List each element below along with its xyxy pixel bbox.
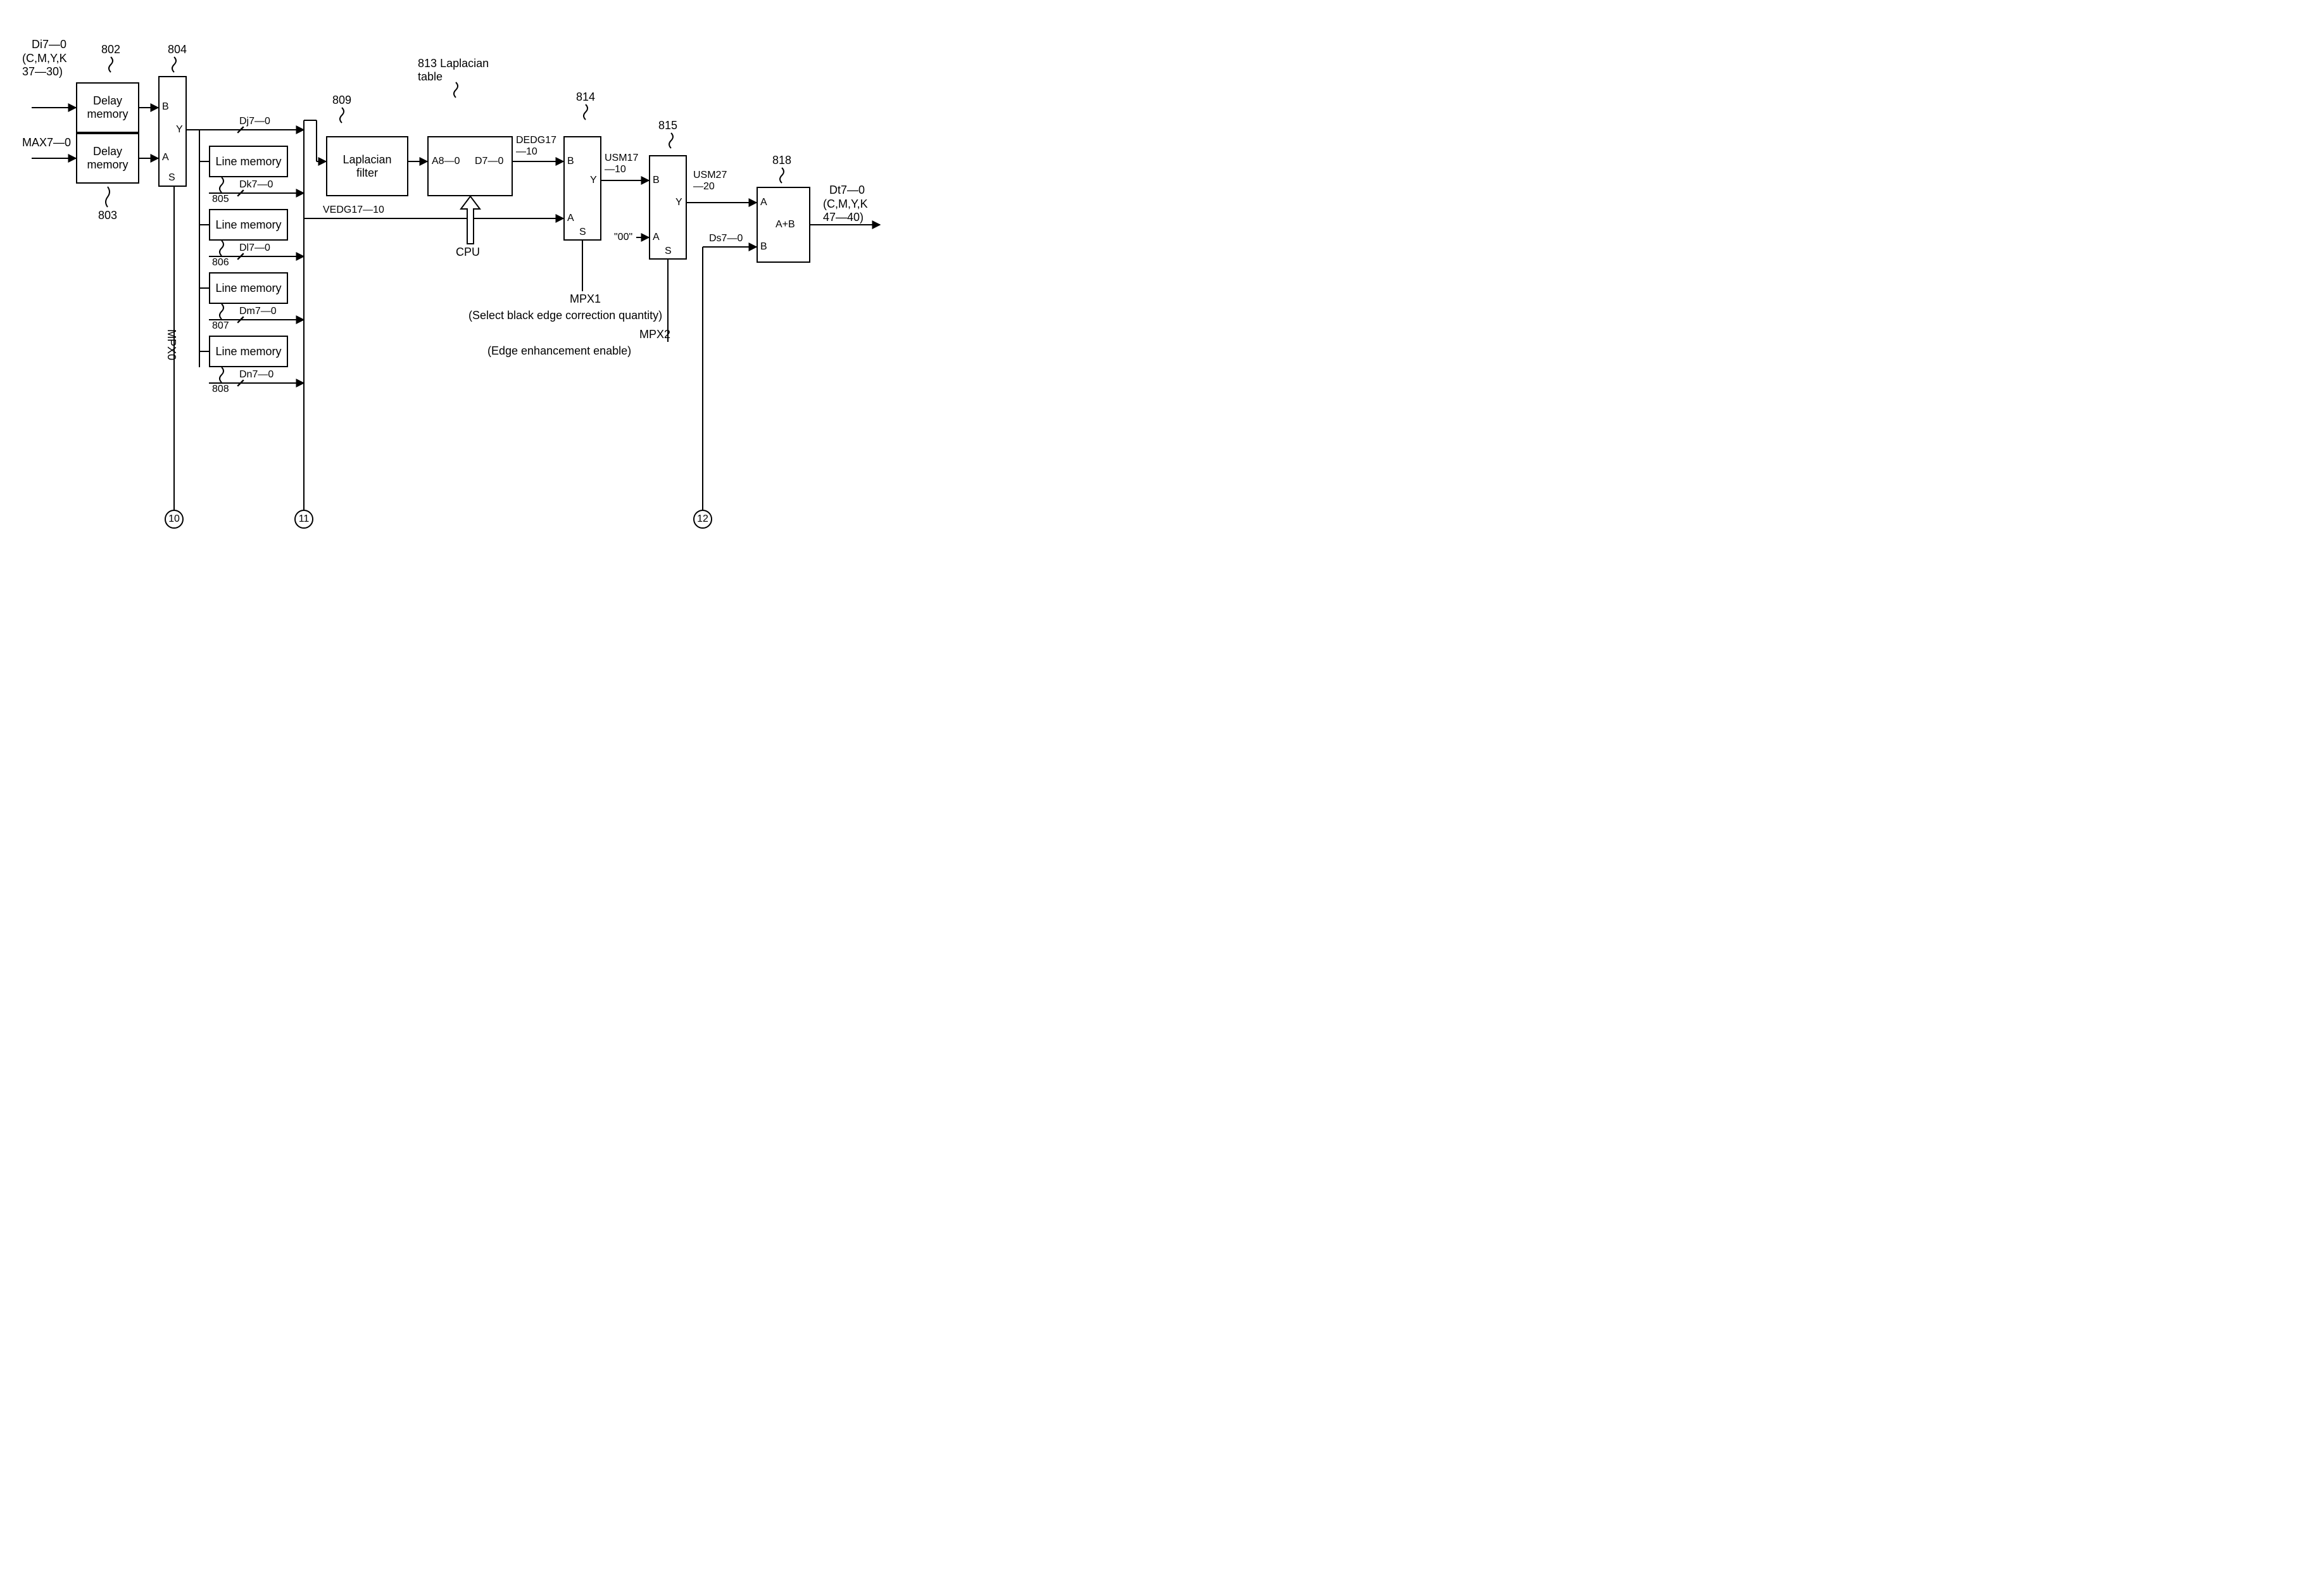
mux815-port-a: A xyxy=(653,232,660,243)
ref-804: 804 xyxy=(168,43,187,56)
label-dm: Dm7—0 xyxy=(239,306,277,317)
line-memory-806: Line memory xyxy=(209,209,288,241)
label-ds: Ds7—0 xyxy=(709,233,743,244)
label-di-sub: (C,M,Y,K 37—30) xyxy=(22,52,67,79)
lut813-port-d: D7—0 xyxy=(475,156,503,167)
mux814-port-a: A xyxy=(567,213,574,224)
line-memory-807: Line memory xyxy=(209,272,288,304)
label-cpu: CPU xyxy=(456,246,480,259)
label-di: Di7—0 xyxy=(32,38,66,51)
wiring xyxy=(13,13,942,650)
ref-813-title: 813 Laplacian table xyxy=(418,57,489,84)
ref-803: 803 xyxy=(98,209,117,222)
label-mpx1-note: (Select black edge correction quantity) xyxy=(468,309,662,322)
ref-815: 815 xyxy=(658,119,677,132)
add818-out: A+B xyxy=(776,219,795,230)
label-usm2: USM27 —20 xyxy=(693,170,727,192)
label-vedg: VEDG17—10 xyxy=(323,205,384,216)
add818-port-a: A xyxy=(760,197,767,208)
ref-813: 813 xyxy=(418,57,437,70)
label-mpx0: MPX0 xyxy=(165,329,178,360)
mux804-port-y: Y xyxy=(176,124,183,135)
delay-memory-803: Delay memory xyxy=(76,133,139,184)
mux814-port-y: Y xyxy=(590,175,597,186)
mux804-port-a: A xyxy=(162,152,169,163)
label-mpx1: MPX1 xyxy=(570,293,601,306)
label-dedg: DEDG17 —10 xyxy=(516,135,556,158)
mux815-port-b: B xyxy=(653,175,660,186)
ref-805: 805 xyxy=(212,194,229,205)
mux815-port-s: S xyxy=(665,246,672,257)
label-mpx2: MPX2 xyxy=(639,328,670,341)
lut813-port-a: A8—0 xyxy=(432,156,460,167)
label-dt: Dt7—0 xyxy=(829,184,865,197)
mux814-port-b: B xyxy=(567,156,574,167)
ref-809: 809 xyxy=(332,94,351,107)
ref-808: 808 xyxy=(212,384,229,395)
line-memory-808: Line memory xyxy=(209,336,288,367)
ref-818: 818 xyxy=(772,154,791,167)
mux804-port-s: S xyxy=(168,172,175,184)
label-mpx2-note: (Edge enhancement enable) xyxy=(487,344,631,358)
ref-814: 814 xyxy=(576,91,595,104)
ref-806: 806 xyxy=(212,257,229,268)
ref-807: 807 xyxy=(212,320,229,332)
mux815-port-y: Y xyxy=(675,197,682,208)
mux-814 xyxy=(563,136,601,241)
mux804-port-b: B xyxy=(162,101,169,113)
label-zero: "00" xyxy=(614,232,632,243)
label-dj: Dj7—0 xyxy=(239,116,270,127)
label-dl: Dl7—0 xyxy=(239,242,270,254)
label-usm1: USM17 —10 xyxy=(605,153,638,175)
node-10: 10 xyxy=(165,510,184,529)
line-memory-805: Line memory xyxy=(209,146,288,177)
label-dt-sub: (C,M,Y,K 47—40) xyxy=(823,198,868,224)
laplacian-filter-809: Laplacian filter xyxy=(326,136,408,196)
label-dn: Dn7—0 xyxy=(239,369,273,381)
delay-memory-802: Delay memory xyxy=(76,82,139,133)
node-12: 12 xyxy=(693,510,712,529)
node-11: 11 xyxy=(294,510,313,529)
mux814-port-s: S xyxy=(579,227,586,238)
label-max: MAX7—0 xyxy=(22,136,71,149)
label-dk: Dk7—0 xyxy=(239,179,273,191)
block-diagram: Delay memory 802 Delay memory 803 804 B … xyxy=(13,13,942,650)
add818-port-b: B xyxy=(760,241,767,253)
ref-802: 802 xyxy=(101,43,120,56)
